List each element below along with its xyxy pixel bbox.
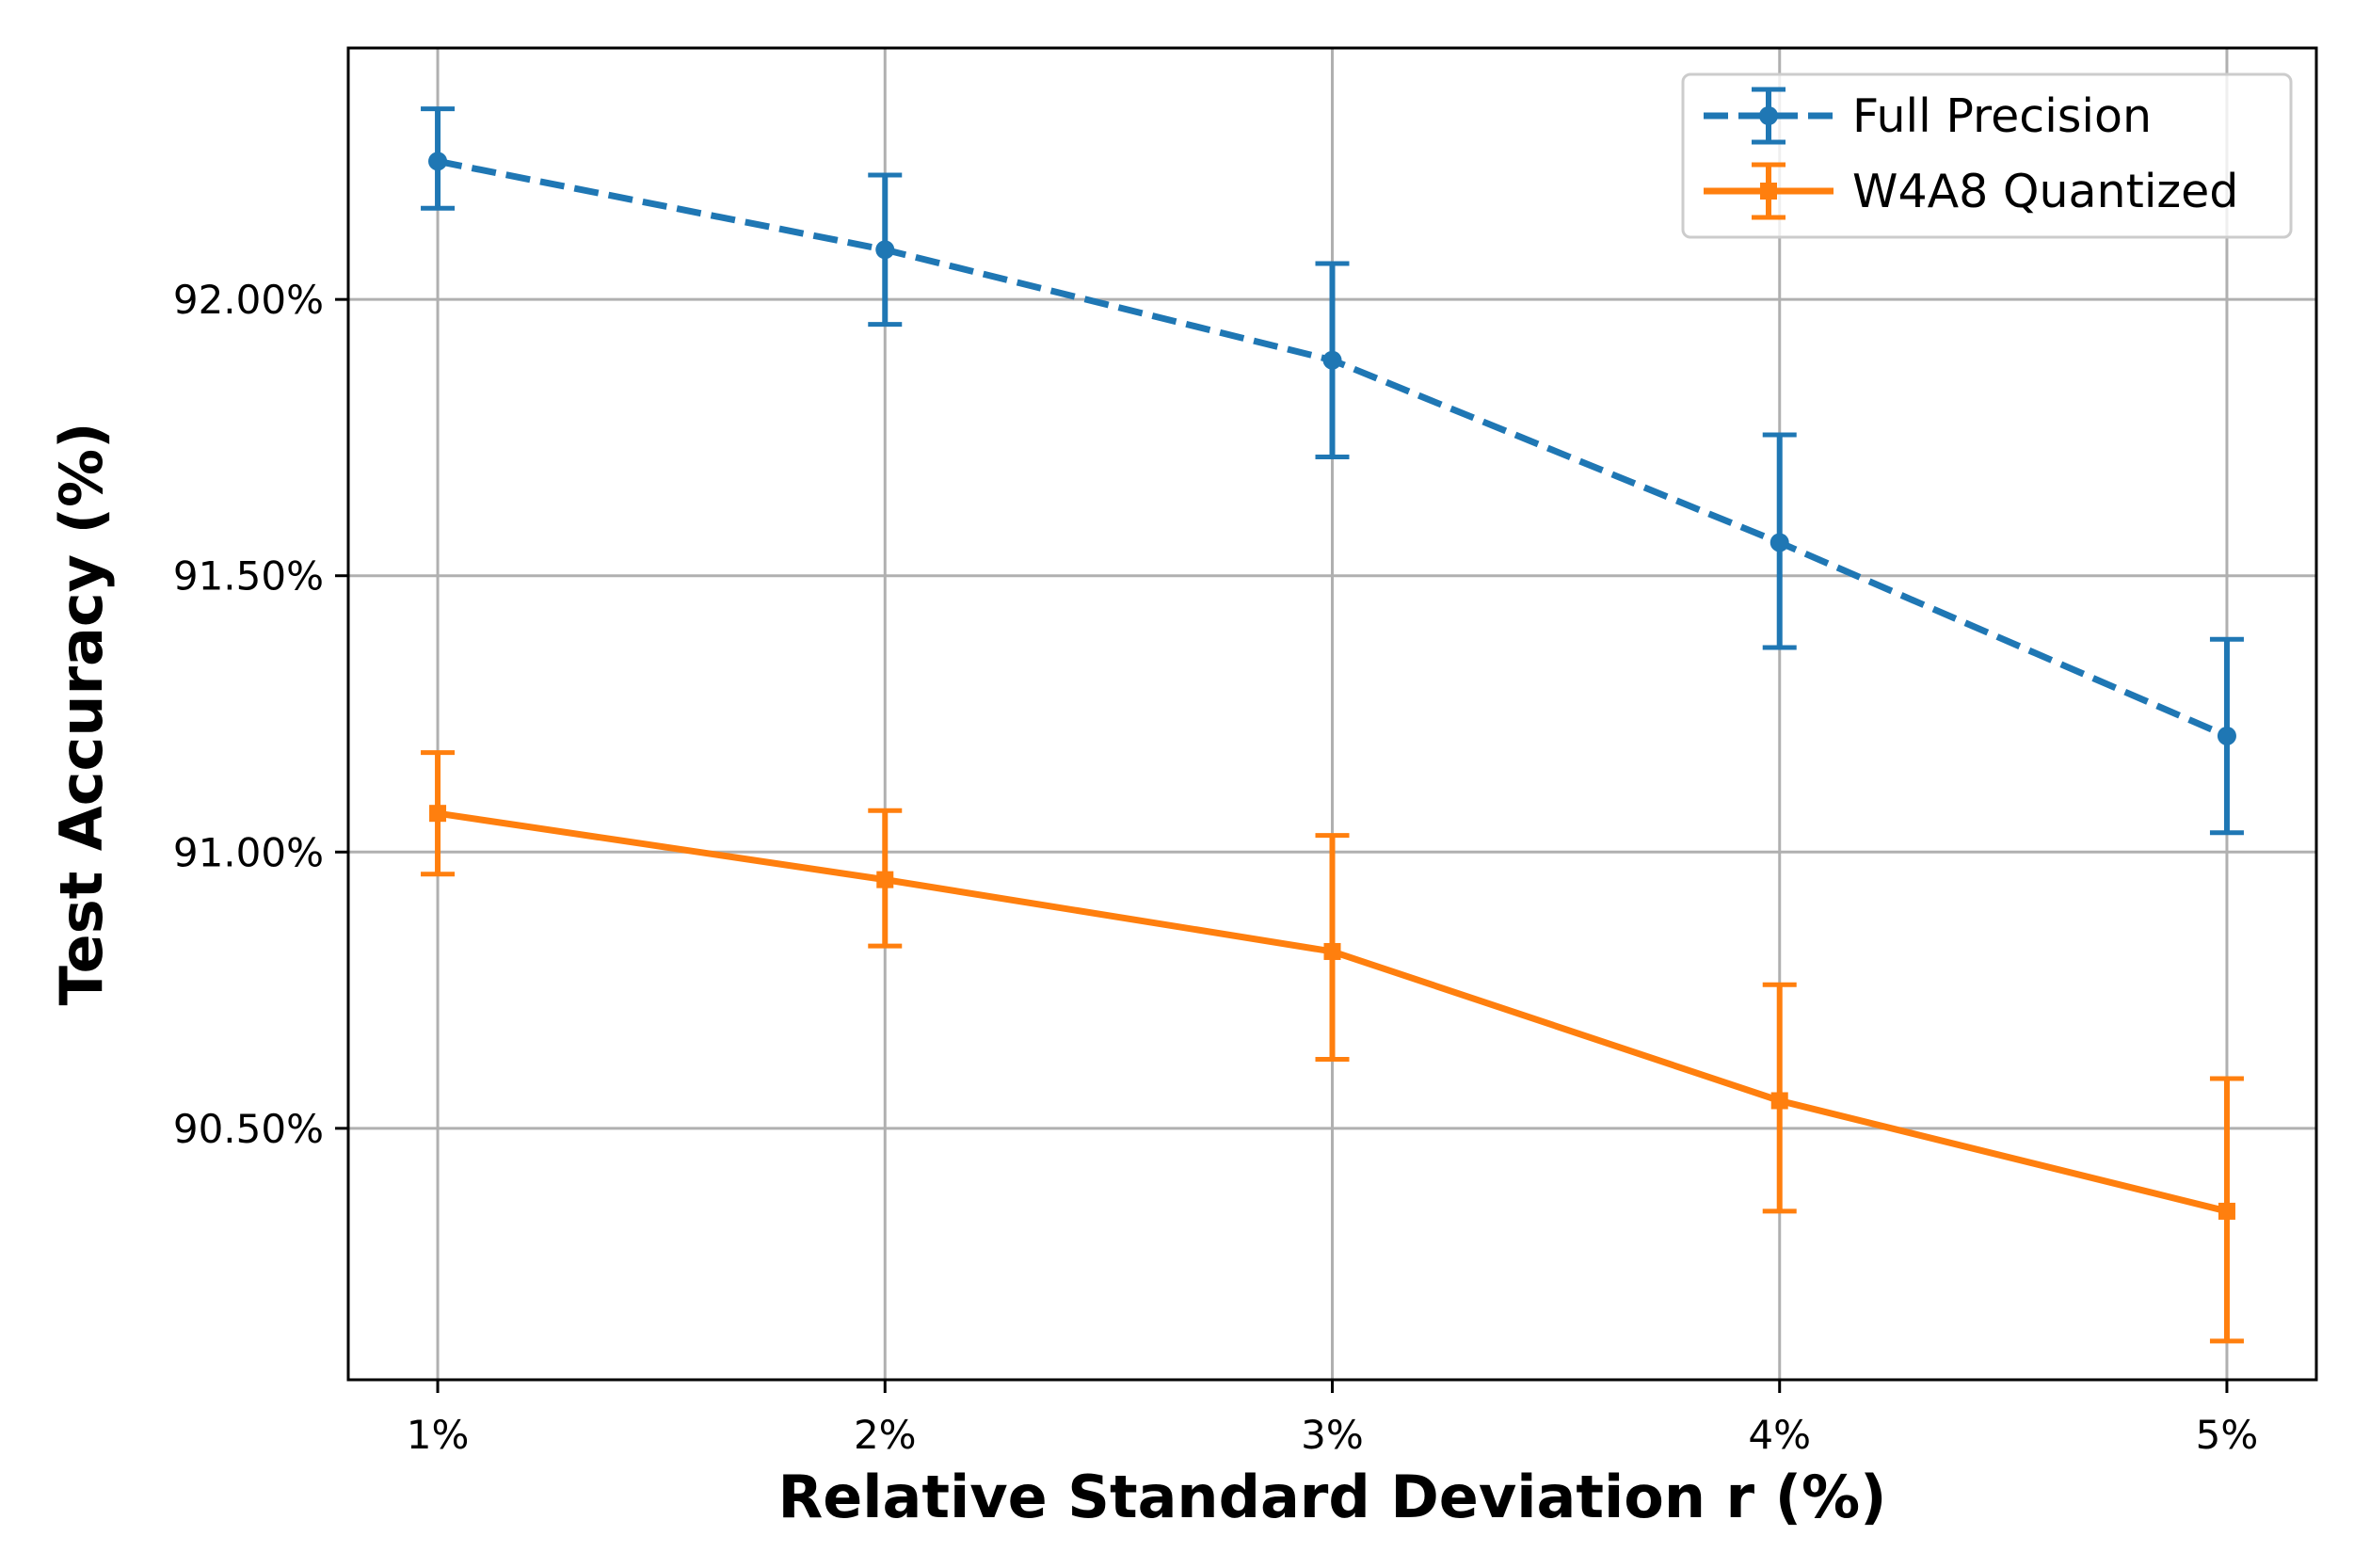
y-tick-label: 92.00%	[173, 277, 324, 323]
grid	[348, 48, 2316, 1380]
legend-swatch-w4a8-quantized	[1704, 162, 1834, 220]
y-axis: 90.50% 91.00% 91.50% 92.00%	[173, 277, 348, 1152]
x-tick-label: 1%	[407, 1412, 470, 1458]
legend-swatch-full-precision	[1704, 87, 1834, 145]
data-point	[1770, 533, 1789, 552]
x-tick-label: 2%	[854, 1412, 917, 1458]
x-tick-label: 5%	[2196, 1412, 2259, 1458]
legend-box	[1681, 72, 2293, 239]
legend-swatch-marker	[1760, 183, 1777, 200]
x-tick-label: 3%	[1301, 1412, 1364, 1458]
legend-swatch-marker	[1759, 106, 1778, 125]
data-point	[876, 871, 894, 888]
legend-label-full-precision: Full Precision	[1852, 89, 2152, 143]
data-point	[1770, 1092, 1788, 1110]
data-point	[1323, 942, 1341, 960]
y-axis-title: Test Accuracy (%)	[47, 423, 116, 1006]
x-tick-label: 4%	[1748, 1412, 1811, 1458]
data-point	[875, 240, 895, 260]
y-tick-label: 91.50%	[173, 553, 324, 600]
y-tick-label: 91.00%	[173, 829, 324, 875]
x-axis: 1% 2% 3% 4% 5%	[407, 1380, 2259, 1458]
data-point	[2218, 1202, 2235, 1220]
legend: Full Precision W4A8 Quantized	[1681, 72, 2293, 239]
data-point	[1322, 350, 1342, 370]
y-tick-label: 90.50%	[173, 1106, 324, 1152]
series-w4a8-quantized	[421, 750, 2244, 1344]
legend-label-w4a8-quantized: W4A8 Quantized	[1852, 165, 2238, 218]
series-full-precision	[421, 106, 2244, 836]
data-point	[429, 805, 447, 823]
series-layer	[421, 106, 2244, 1344]
data-point	[428, 152, 448, 171]
x-axis-title: Relative Standard Deviation r (%)	[777, 1463, 1886, 1531]
data-point	[2217, 726, 2236, 745]
